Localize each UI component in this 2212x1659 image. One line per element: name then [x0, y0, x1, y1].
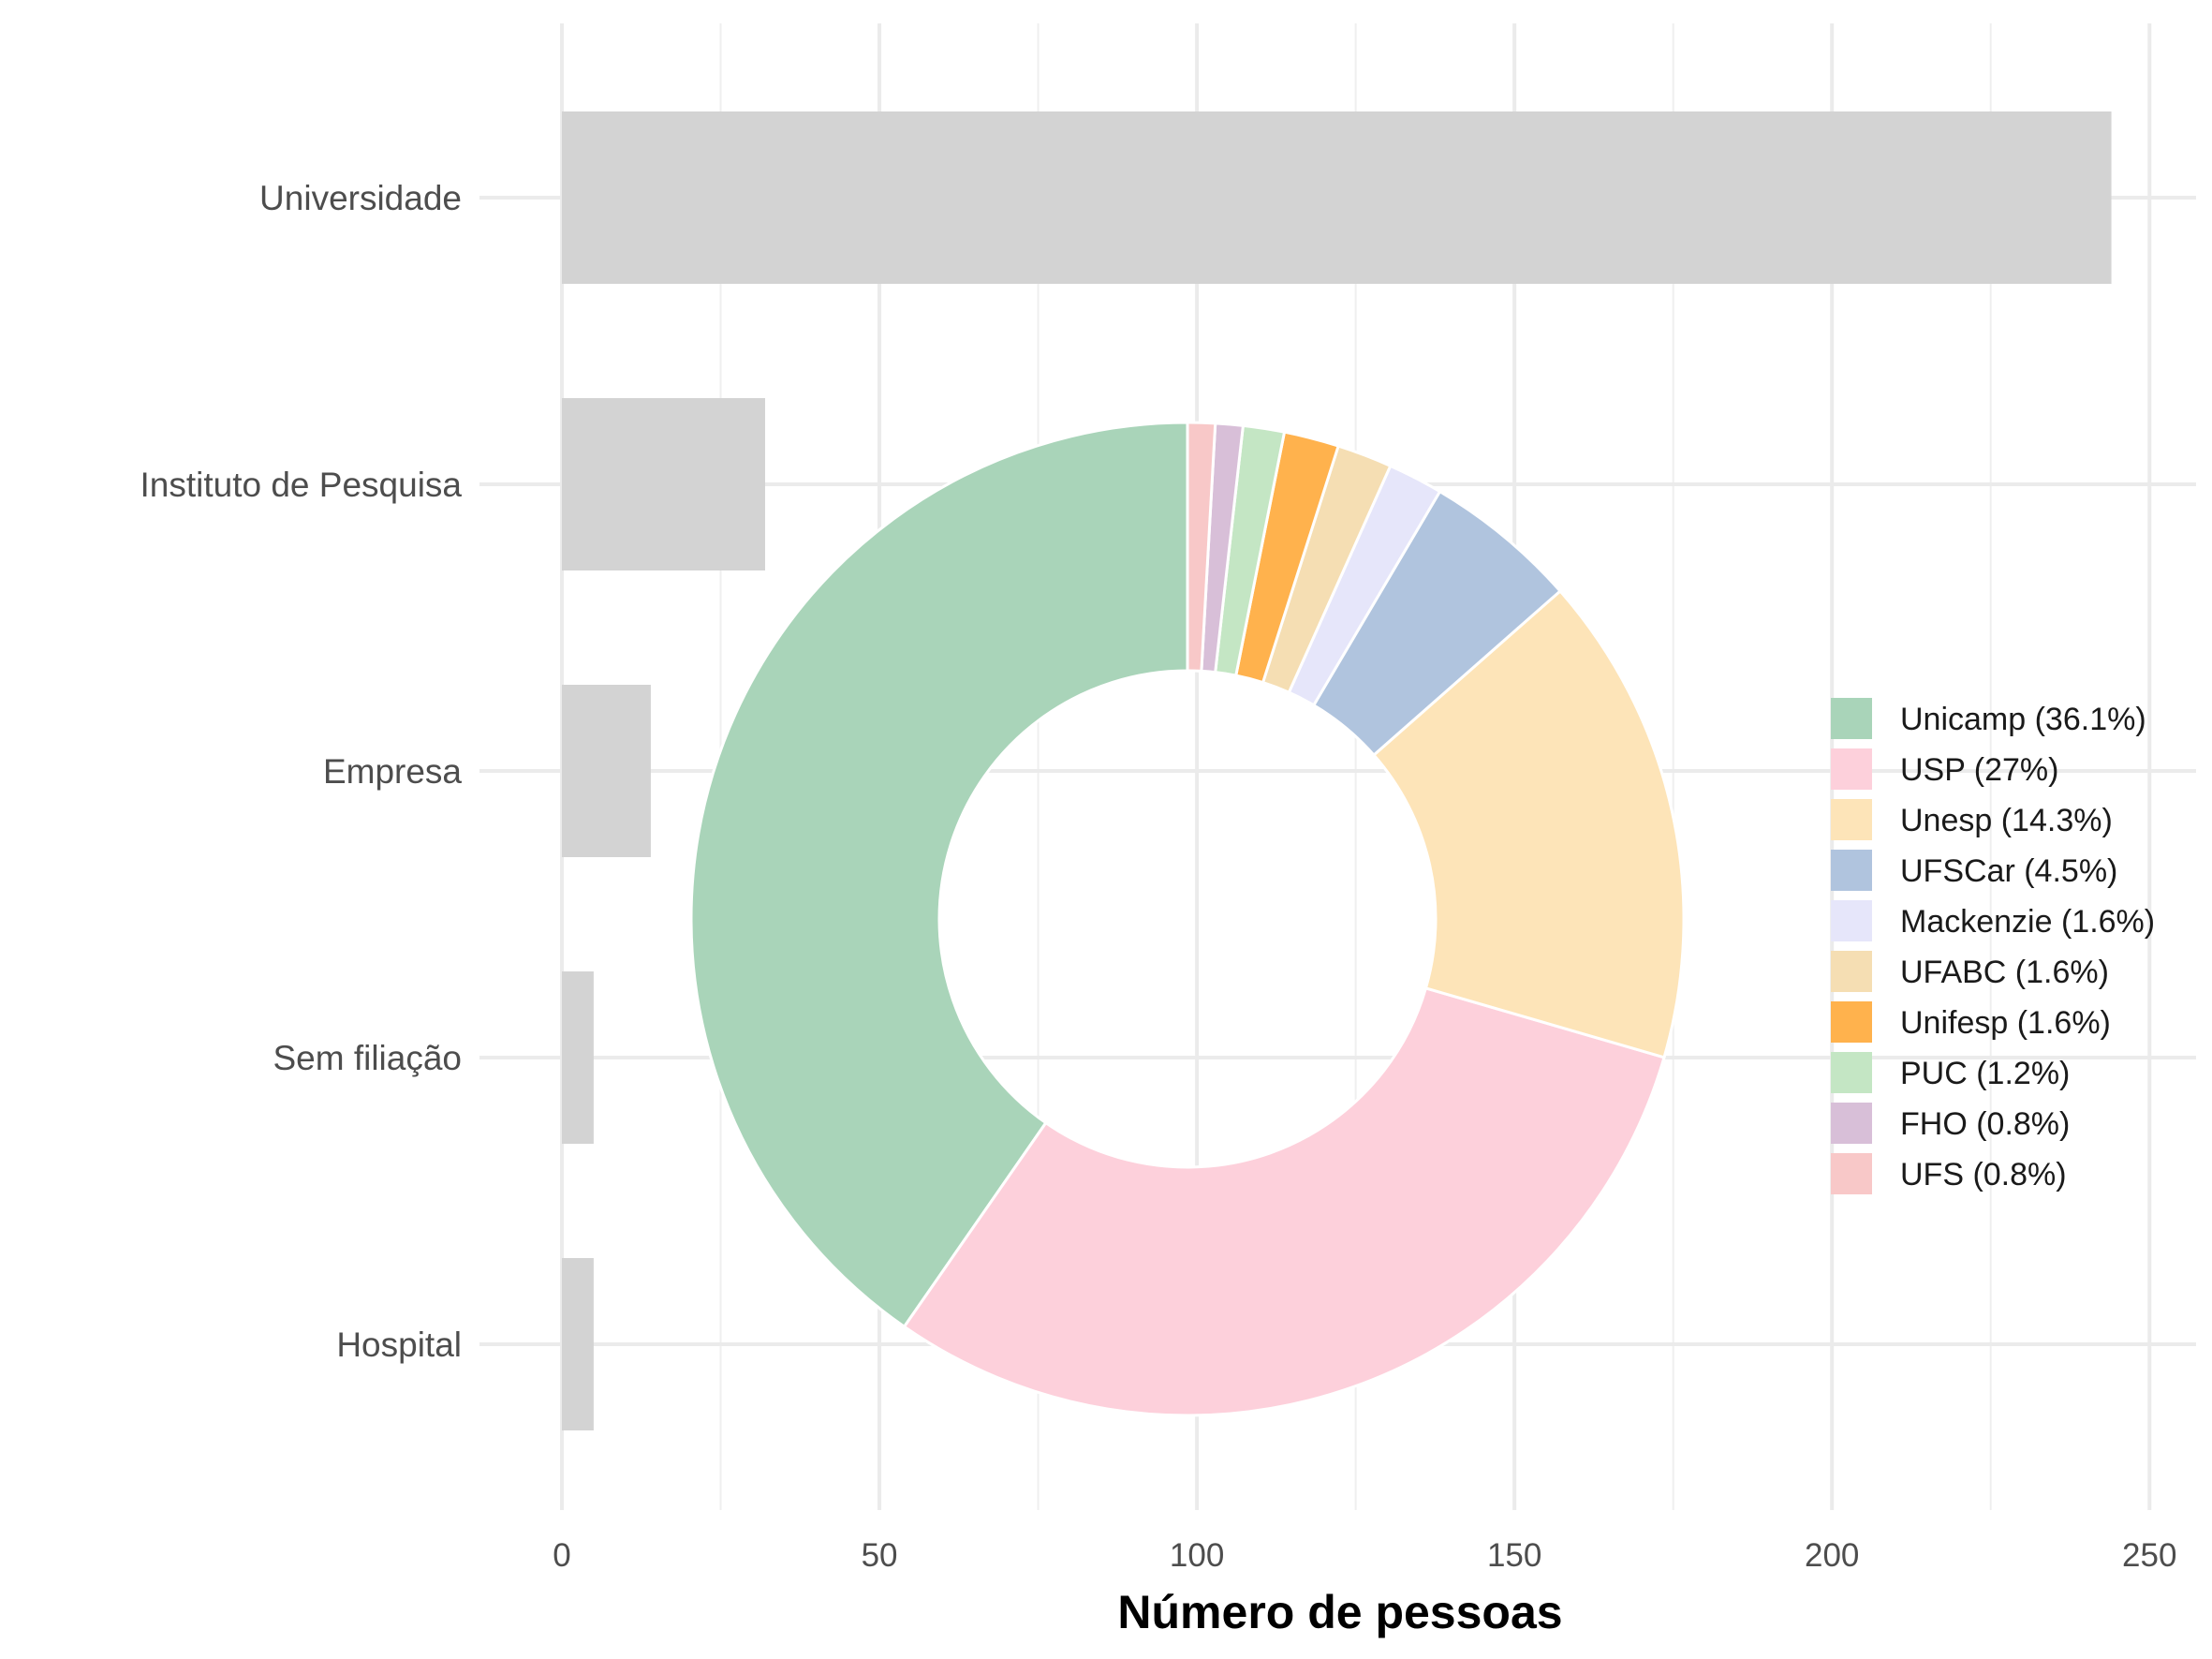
- y-tick-label: Instituto de Pesquisa: [140, 466, 463, 504]
- x-tick-label: 50: [862, 1537, 898, 1574]
- pie-slice: [902, 986, 1666, 1417]
- legend-label: FHO (0.8%): [1900, 1106, 2070, 1142]
- legend-label: UFSCar (4.5%): [1900, 853, 2117, 889]
- legend-label: Mackenzie (1.6%): [1900, 904, 2155, 940]
- x-tick-label: 150: [1487, 1537, 1541, 1574]
- x-tick-labels: 0 50 100 150 200 250: [553, 1537, 2176, 1574]
- legend-label: UFABC (1.6%): [1900, 955, 2109, 990]
- legend-key: [1831, 951, 1872, 992]
- x-tick-label: 250: [2122, 1537, 2176, 1574]
- bar: [562, 971, 594, 1144]
- pie-slice: [689, 421, 1189, 1329]
- y-tick-label: Sem filiação: [273, 1039, 462, 1077]
- legend-key: [1831, 900, 1872, 941]
- legend-key: [1831, 1001, 1872, 1043]
- pie-slice: [1371, 588, 1686, 1059]
- legend-label: Unifesp (1.6%): [1900, 1005, 2111, 1041]
- legend-label: Unesp (14.3%): [1900, 803, 2113, 838]
- x-tick-label: 100: [1170, 1537, 1224, 1574]
- legend-key: [1831, 698, 1872, 739]
- bar: [562, 111, 2112, 284]
- bar: [562, 1258, 594, 1430]
- legend-label: UFS (0.8%): [1900, 1157, 2067, 1192]
- legend-key: [1831, 1103, 1872, 1144]
- x-axis-title: Número de pessoas: [1117, 1586, 1562, 1638]
- legend-key: [1831, 1052, 1872, 1093]
- y-tick-label: Universidade: [259, 179, 462, 217]
- y-tick-labels: Universidade Instituto de Pesquisa Empresa…: [140, 179, 463, 1364]
- legend-key: [1831, 850, 1872, 891]
- x-tick-label: 0: [553, 1537, 570, 1574]
- y-tick-label: Hospital: [336, 1326, 462, 1364]
- donut-chart: [689, 421, 1686, 1417]
- pie-slice: [1186, 421, 1217, 673]
- y-tick-label: Empresa: [323, 752, 462, 791]
- bars: [562, 111, 2112, 1430]
- legend-label: USP (27%): [1900, 752, 2058, 788]
- x-tick-label: 200: [1805, 1537, 1859, 1574]
- bar: [562, 398, 765, 570]
- legend-key: [1831, 799, 1872, 840]
- legend-label: PUC (1.2%): [1900, 1056, 2070, 1091]
- legend-key: [1831, 1153, 1872, 1194]
- legend-key: [1831, 748, 1872, 790]
- bar: [562, 685, 651, 857]
- legend: Unicamp (36.1%) USP (27%) Unesp (14.3%) UFS…: [1831, 698, 2155, 1194]
- legend-label: Unicamp (36.1%): [1900, 702, 2146, 737]
